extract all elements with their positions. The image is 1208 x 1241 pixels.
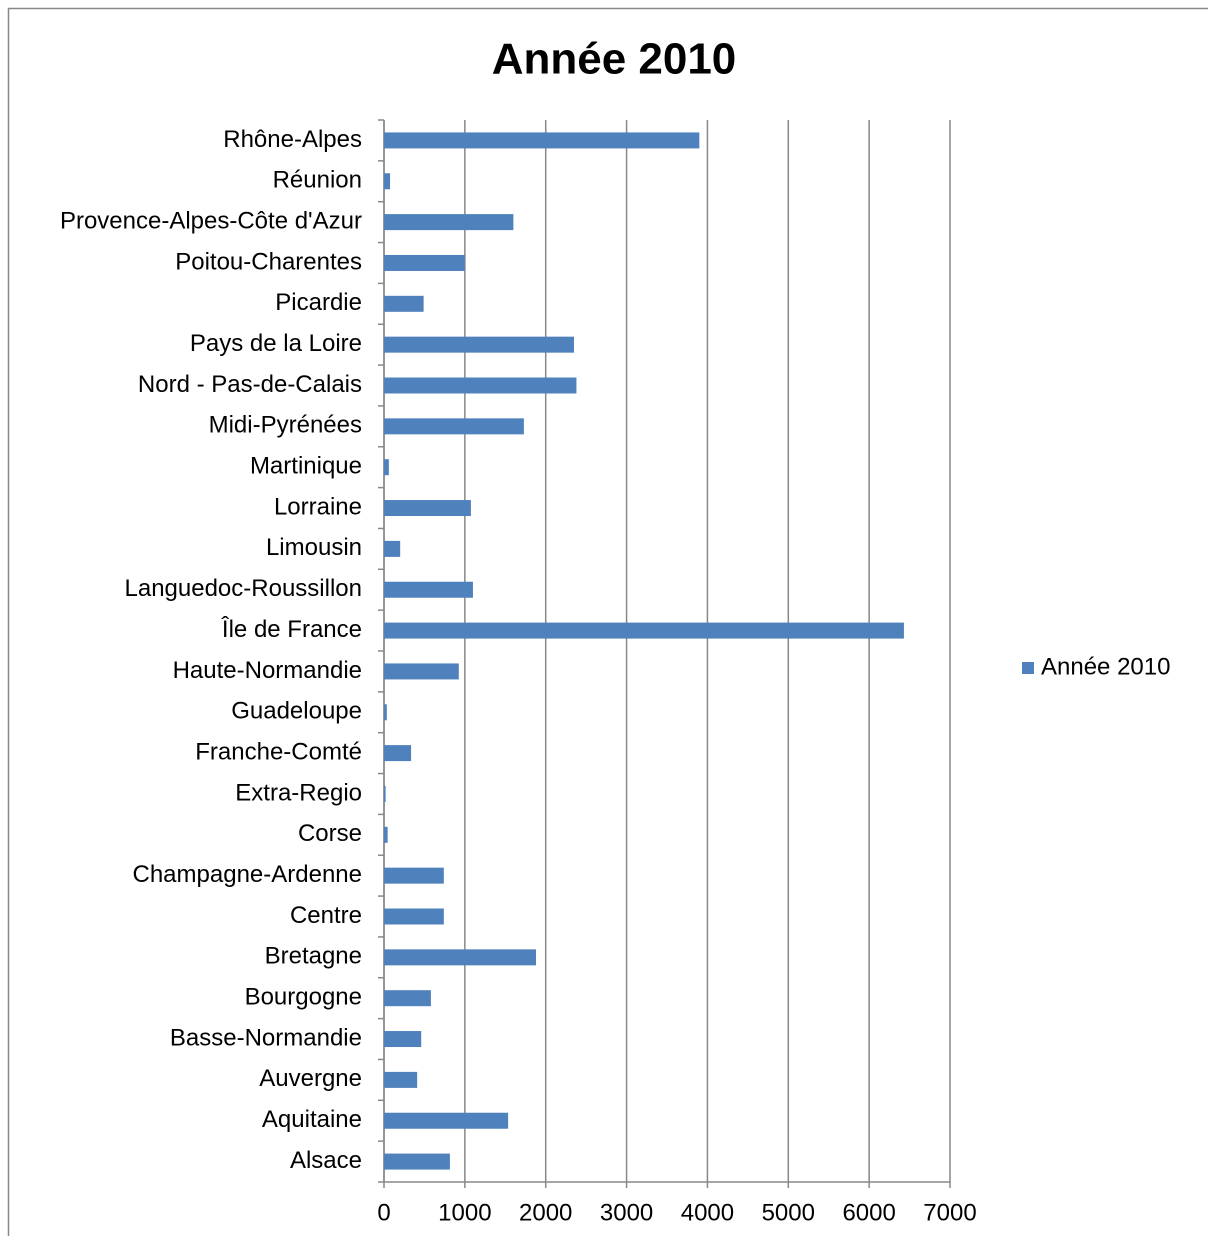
bar <box>384 337 574 353</box>
bar <box>384 1072 417 1088</box>
y-tick-label: Île de France <box>221 616 362 643</box>
y-tick-label: Midi-Pyrénées <box>209 412 362 439</box>
bar <box>384 745 411 761</box>
y-tick-label: Martinique <box>250 453 362 480</box>
x-tick-label: 3000 <box>600 1199 653 1226</box>
x-tick-label: 7000 <box>923 1199 976 1226</box>
y-tick-label: Centre <box>290 902 362 929</box>
x-tick-label: 5000 <box>762 1199 815 1226</box>
bar <box>384 868 444 884</box>
x-tick-label: 2000 <box>519 1199 572 1226</box>
y-tick-label: Guadeloupe <box>231 698 362 725</box>
y-tick-label: Réunion <box>273 167 362 194</box>
y-tick-label: Poitou-Charentes <box>175 248 362 275</box>
chart-border <box>9 9 1208 1237</box>
x-tick-label: 4000 <box>681 1199 734 1226</box>
y-tick-label: Franche-Comté <box>195 738 362 765</box>
bar <box>384 949 536 965</box>
y-tick-label: Bourgogne <box>245 984 362 1011</box>
y-tick-label: Champagne-Ardenne <box>133 861 363 888</box>
bar <box>384 827 388 843</box>
y-tick-label: Auvergne <box>259 1065 362 1092</box>
bar <box>384 990 431 1006</box>
y-tick-label: Provence-Alpes-Côte d'Azur <box>60 207 362 234</box>
x-tick-label: 6000 <box>842 1199 895 1226</box>
y-tick-label: Rhône-Alpes <box>223 126 362 153</box>
y-tick-label: Languedoc-Roussillon <box>125 575 363 602</box>
bar <box>384 255 465 271</box>
x-tick-label: 0 <box>377 1199 390 1226</box>
bar <box>384 663 459 679</box>
bar <box>384 500 471 516</box>
y-tick-label: Corse <box>298 820 362 847</box>
y-tick-label: Picardie <box>275 289 362 316</box>
x-tick-label: 1000 <box>438 1199 491 1226</box>
bar <box>384 1031 421 1047</box>
y-tick-label: Limousin <box>266 534 362 561</box>
bar <box>384 541 400 557</box>
bar <box>384 704 387 720</box>
bar <box>384 214 513 230</box>
bar <box>384 418 524 434</box>
bar <box>384 1113 508 1129</box>
bar <box>384 296 424 312</box>
bar <box>384 786 386 802</box>
chart-title: Année 2010 <box>492 35 737 84</box>
bar <box>384 623 904 639</box>
y-tick-label: Bretagne <box>265 943 362 970</box>
bar <box>384 132 699 148</box>
y-tick-label: Extra-Regio <box>235 779 362 806</box>
y-tick-label: Alsace <box>290 1147 362 1174</box>
bar <box>384 378 576 394</box>
y-tick-label: Pays de la Loire <box>190 330 362 357</box>
legend-swatch <box>1022 662 1034 674</box>
y-tick-label: Nord - Pas-de-Calais <box>138 371 362 398</box>
bar <box>384 909 444 925</box>
legend-label: Année 2010 <box>1041 653 1170 680</box>
bar <box>384 582 473 598</box>
bar <box>384 1154 450 1170</box>
y-tick-label: Lorraine <box>274 493 362 520</box>
y-tick-label: Aquitaine <box>262 1106 362 1133</box>
y-tick-label: Basse-Normandie <box>170 1024 362 1051</box>
bar <box>384 459 389 475</box>
bar <box>384 173 390 189</box>
y-tick-label: Haute-Normandie <box>173 657 362 684</box>
